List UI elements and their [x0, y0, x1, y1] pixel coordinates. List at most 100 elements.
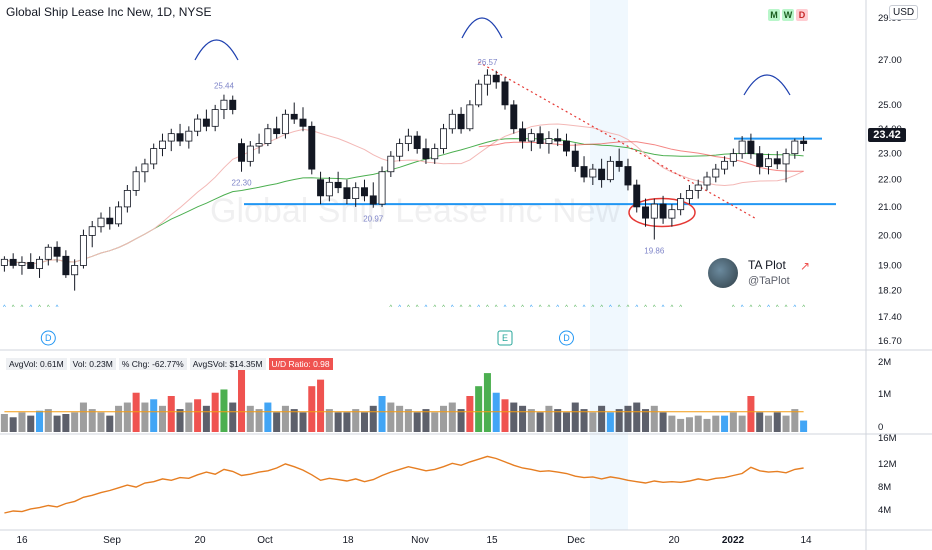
- signal-marker: ^: [609, 305, 612, 311]
- volume-bar: [334, 412, 342, 432]
- candle-up: [194, 118, 202, 132]
- price-tick-label: 22.00: [878, 175, 902, 186]
- volume-bar: [448, 402, 456, 432]
- candle-up: [791, 140, 799, 155]
- volume-bar: [747, 396, 755, 432]
- volume-bar: [650, 405, 658, 432]
- volume-bar: [554, 409, 562, 432]
- candle-down: [202, 118, 210, 127]
- volume-bar: [668, 415, 676, 432]
- event-marker: [558, 330, 574, 346]
- volume-bar: [220, 389, 228, 432]
- moving-average-red: [478, 141, 804, 172]
- signal-marker: ^: [486, 305, 489, 311]
- volume-bar: [712, 415, 720, 432]
- signal-marker: ^: [539, 305, 542, 311]
- date-tick-label: Dec: [567, 535, 585, 546]
- candle-down: [747, 140, 755, 155]
- signal-marker: ^: [749, 305, 752, 311]
- volume-bar: [466, 396, 474, 432]
- price-point-label: 26.57: [477, 58, 498, 67]
- candle-up: [255, 143, 263, 147]
- volume-bar: [457, 409, 465, 432]
- candle-up: [448, 113, 456, 130]
- candle-up: [36, 258, 43, 269]
- candle-up: [378, 171, 386, 205]
- date-tick-label: 16: [16, 535, 28, 546]
- volume-bar: [483, 373, 491, 432]
- candle-down: [106, 217, 114, 225]
- candle-up: [729, 153, 737, 162]
- volume-bar: [589, 412, 597, 432]
- candle-down: [457, 113, 465, 130]
- candle-up: [589, 168, 597, 178]
- signal-marker: ^: [556, 305, 559, 311]
- volume-bar: [97, 412, 105, 432]
- candle-up: [115, 206, 123, 225]
- candle-down: [413, 135, 421, 149]
- rs-tick-label: 4M: [878, 505, 891, 516]
- volume-bar: [167, 396, 175, 432]
- symbol-watermark: Global Ship Lease Inc New: [210, 192, 621, 230]
- volume-bar: [273, 412, 281, 432]
- volume-bar: [343, 412, 351, 432]
- price-tick-label: 16.70: [878, 336, 902, 347]
- candle-up: [18, 261, 26, 266]
- signal-marker: ^: [398, 305, 401, 311]
- volume-bar: [404, 409, 412, 432]
- volume-bar: [211, 392, 219, 432]
- candle-up: [159, 140, 166, 149]
- volume-tick-label: 1M: [878, 389, 891, 400]
- signal-marker: ^: [662, 305, 665, 311]
- top-arc: [461, 17, 503, 39]
- volume-bar: [44, 409, 52, 432]
- timeframe-monthly-button[interactable]: M: [768, 9, 780, 21]
- volume-bar: [422, 409, 430, 432]
- timeframe-weekly-button[interactable]: W: [782, 9, 794, 21]
- volume-bar: [238, 369, 246, 432]
- candle-up: [685, 190, 693, 199]
- candle-down: [554, 138, 562, 142]
- volume-legend: AvgVol: 0.61M Vol: 0.23M% Chg: -62.77% Avg…: [6, 358, 336, 370]
- event-marker: [40, 330, 56, 346]
- volume-bar: [229, 402, 237, 432]
- top-arc: [194, 39, 239, 61]
- price-point-label: 20.97: [363, 215, 384, 224]
- candle-down: [27, 261, 35, 269]
- volume-bar: [264, 402, 272, 432]
- date-tick-label: 20: [194, 535, 206, 546]
- volume-bar: [800, 420, 808, 432]
- candle-up: [211, 109, 219, 127]
- volume-tick-label: 2M: [878, 357, 891, 368]
- candle-down: [317, 179, 325, 197]
- signal-marker: ^: [653, 305, 656, 311]
- signal-marker: ^: [670, 305, 673, 311]
- signal-marker: ^: [468, 305, 471, 311]
- volume-bar: [527, 409, 535, 432]
- timeframe-daily-button[interactable]: D: [796, 9, 808, 21]
- candle-down: [510, 104, 518, 130]
- volume-bar: [519, 405, 527, 432]
- signal-marker: ^: [600, 305, 603, 311]
- volume-bar: [624, 405, 632, 432]
- signal-marker: ^: [758, 305, 761, 311]
- volume-bar: [677, 418, 685, 432]
- signal-marker: ^: [442, 305, 445, 311]
- candle-down: [624, 166, 632, 186]
- candle-down: [773, 158, 781, 165]
- volume-bar: [53, 415, 61, 432]
- volume-bar: [0, 414, 8, 432]
- volume-bar: [475, 386, 483, 432]
- volume-bar: [115, 405, 123, 432]
- volume-bar: [202, 405, 210, 432]
- currency-label[interactable]: USD: [889, 5, 919, 20]
- candle-up: [264, 128, 272, 144]
- volume-bar: [615, 409, 623, 432]
- signal-marker: ^: [407, 305, 410, 311]
- volume-bar: [281, 405, 289, 432]
- volume-bar: [642, 409, 650, 432]
- signal-marker: ^: [776, 305, 779, 311]
- volume-bar: [176, 409, 184, 432]
- candle-down: [536, 133, 544, 144]
